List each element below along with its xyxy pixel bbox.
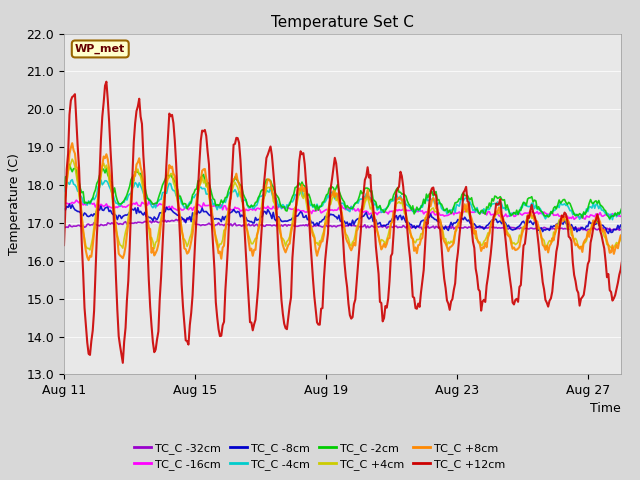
Text: Time: Time bbox=[590, 402, 621, 415]
Legend: TC_C -32cm, TC_C -16cm, TC_C -8cm, TC_C -4cm, TC_C -2cm, TC_C +4cm, TC_C +8cm, T: TC_C -32cm, TC_C -16cm, TC_C -8cm, TC_C … bbox=[130, 438, 510, 474]
Title: Temperature Set C: Temperature Set C bbox=[271, 15, 414, 30]
Text: WP_met: WP_met bbox=[75, 44, 125, 54]
Y-axis label: Temperature (C): Temperature (C) bbox=[8, 153, 21, 255]
